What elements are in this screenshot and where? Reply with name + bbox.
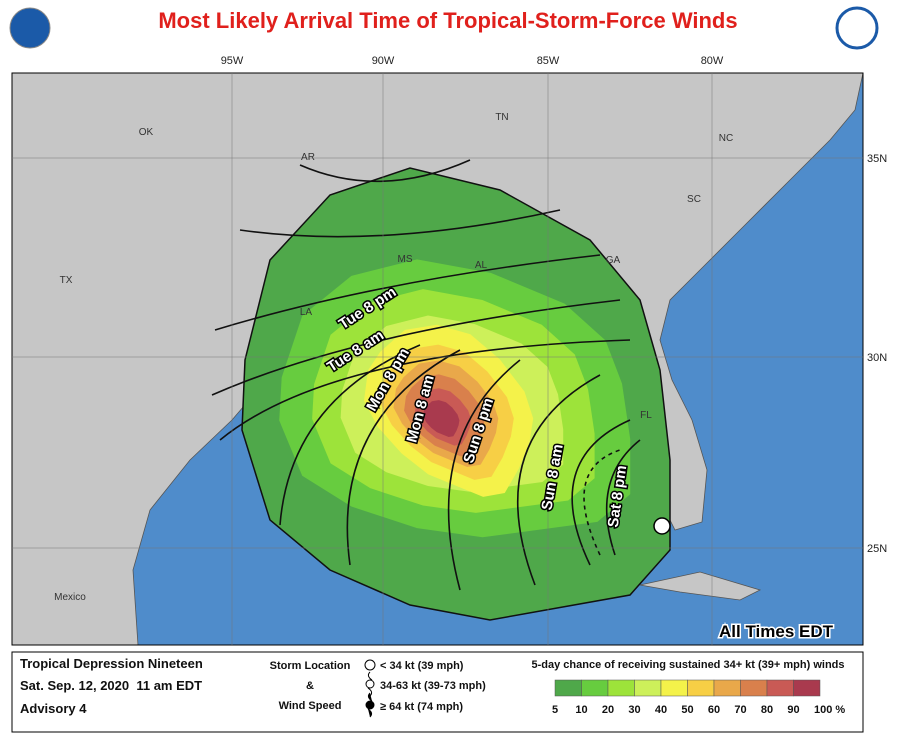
place-label: TN (495, 112, 508, 123)
time-line (211, 299, 621, 396)
symbol-icon (365, 692, 375, 718)
place-label: TX (60, 275, 73, 286)
scale-label: 30 (628, 704, 640, 716)
storm-name: Tropical Depression Nineteen (20, 656, 203, 671)
longitude-label: 85W (537, 55, 560, 67)
storm-location (653, 517, 671, 535)
place-label: FL (640, 410, 652, 421)
longitude-label: 90W (372, 55, 395, 67)
time-line (214, 254, 601, 331)
scale-label: 5 (552, 704, 558, 716)
scale-swatch (740, 679, 768, 697)
place-label: OK (139, 127, 154, 138)
latitude-label: 30N (867, 352, 887, 364)
times-note: All Times EDT (719, 622, 834, 641)
scale-swatch (713, 679, 741, 697)
scale-label: 40 (655, 704, 667, 716)
map-frame (11, 72, 864, 646)
longitude-label: 80W (701, 55, 724, 67)
scale-label: 10 (575, 704, 587, 716)
legend: Tropical Depression Nineteen Sat. Sep. 1… (11, 651, 864, 733)
time-line (516, 374, 601, 586)
scale-label: 80 (761, 704, 773, 716)
time-line (605, 439, 641, 556)
storm-time: Sat. Sep. 12, 2020 11 am EDT (20, 678, 202, 693)
longitude-label: 95W (221, 55, 244, 67)
scale-swatch (793, 679, 821, 697)
place-label: NC (719, 133, 733, 144)
scale-label: 90 (787, 704, 799, 716)
scale-swatch (554, 679, 582, 697)
advisory: Advisory 4 (20, 701, 87, 716)
time-line (583, 449, 621, 556)
place-label: AL (475, 260, 488, 271)
time-line (447, 359, 521, 591)
latitude-label: 25N (867, 543, 887, 555)
time-line (239, 209, 561, 238)
scale-swatch (766, 679, 794, 697)
symbol-heading: Storm Location (270, 660, 351, 672)
scale-label: 20 (602, 704, 614, 716)
place-label: GA (606, 255, 621, 266)
scale-title: 5-day chance of receiving sustained 34+ … (532, 659, 845, 671)
probability-area (423, 400, 460, 438)
symbol-icon (364, 659, 376, 671)
scale-label: 70 (734, 704, 746, 716)
noaa-logo (9, 7, 51, 49)
place-label: Mexico (54, 592, 86, 603)
scale-swatch (634, 679, 662, 697)
time-line (219, 339, 631, 441)
time-line (279, 344, 421, 526)
scale-swatch (687, 679, 715, 697)
time-line (346, 349, 461, 566)
symbol-heading: Wind Speed (279, 700, 342, 712)
place-label: SC (687, 194, 701, 205)
symbol-label: 34-63 kt (39-73 mph) (380, 680, 486, 692)
place-label: MS (398, 254, 413, 265)
scale-label: 50 (681, 704, 693, 716)
scale-swatch (607, 679, 635, 697)
scale-label: 60 (708, 704, 720, 716)
title: Most Likely Arrival Time of Tropical-Sto… (158, 8, 737, 33)
place-label: AR (301, 152, 315, 163)
time-line (571, 419, 631, 566)
latitude-label: 35N (867, 153, 887, 165)
cuba (639, 571, 762, 601)
time-line (299, 159, 471, 183)
scale-swatch (660, 679, 688, 697)
symbol-label: < 34 kt (39 mph) (380, 660, 464, 672)
symbol-label: ≥ 64 kt (74 mph) (380, 701, 463, 713)
nws-logo (835, 6, 879, 50)
scale-label: 100 % (814, 704, 845, 716)
symbol-heading: & (306, 680, 314, 692)
place-label: LA (300, 307, 313, 318)
map: 95W 90W 85W 80W 35N 30N 25N OK TN NC AR MS AL GA SC LA T… (11, 55, 887, 646)
scale-swatch (581, 679, 609, 697)
